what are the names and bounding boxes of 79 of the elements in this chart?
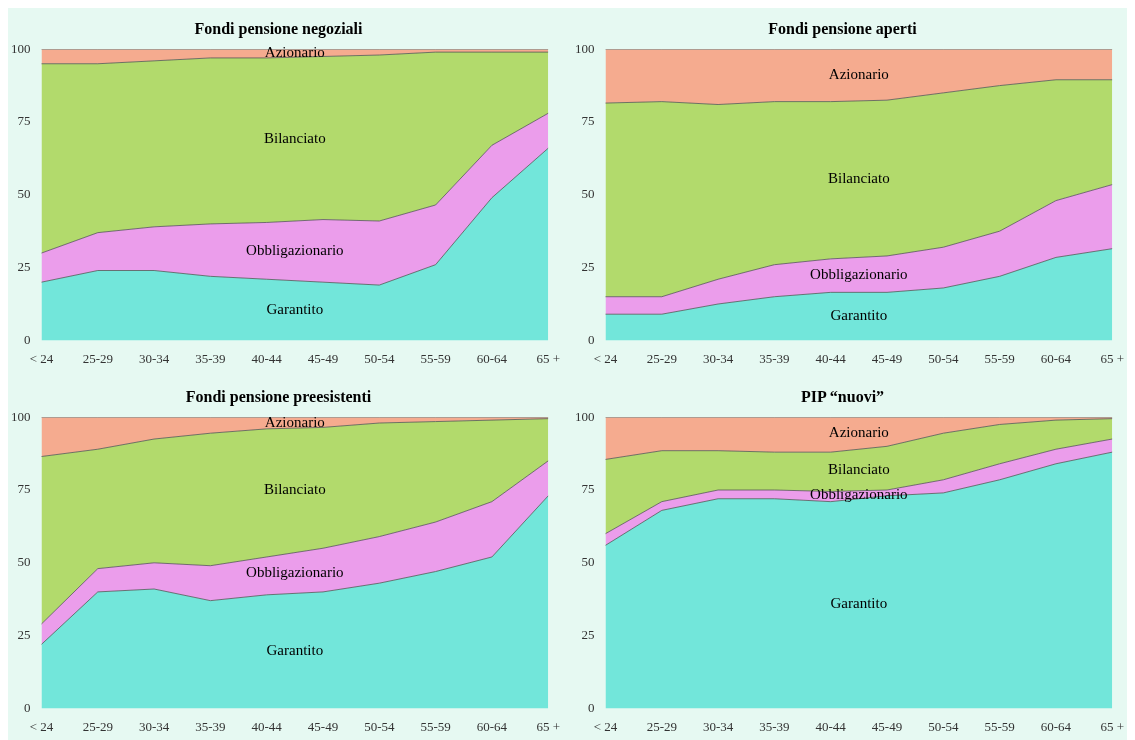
x-tick-label: 45-49 — [871, 350, 903, 366]
x-tick-label: 30-34 — [138, 350, 170, 366]
x-tick-label: 35-39 — [195, 718, 226, 734]
series-label: Garantito — [830, 307, 888, 324]
series-label: Garantito — [266, 301, 324, 318]
x-tick-label: 50-54 — [364, 350, 395, 366]
x-tick-label: 55-59 — [984, 718, 1015, 734]
series-label: Bilanciato — [828, 170, 890, 187]
x-tick-label: 50-54 — [928, 718, 959, 734]
series-label: Azionario — [264, 44, 325, 61]
y-tick-label: 0 — [24, 331, 31, 347]
y-tick-label: 0 — [24, 699, 31, 715]
x-tick-label: 30-34 — [702, 350, 734, 366]
series-label: Obbligazionario — [246, 241, 344, 258]
x-tick-label: 55-59 — [420, 718, 451, 734]
x-tick-label: 25-29 — [82, 718, 113, 734]
chart-title: PIP “nuovi” — [800, 387, 885, 405]
chart-title: Fondi pensione negoziali — [194, 19, 364, 38]
y-tick-label: 25 — [581, 259, 595, 275]
x-tick-label: 40-44 — [251, 718, 283, 734]
x-tick-label: 40-44 — [815, 350, 847, 366]
x-tick-label: 45-49 — [307, 718, 339, 734]
x-tick-label: 60-64 — [476, 350, 508, 366]
y-tick-label: 100 — [11, 40, 31, 56]
chart-title: Fondi pensione preesistenti — [185, 387, 372, 406]
x-tick-label: 25-29 — [646, 350, 677, 366]
x-tick-label: 65 + — [536, 718, 561, 734]
x-tick-label: 65 + — [536, 350, 561, 366]
x-tick-label: 50-54 — [928, 350, 959, 366]
series-label: Bilanciato — [264, 481, 326, 498]
y-tick-label: 0 — [588, 699, 595, 715]
series-label: Bilanciato — [828, 460, 890, 477]
x-tick-label: 65 + — [1100, 718, 1125, 734]
series-label: Obbligazionario — [810, 265, 908, 282]
y-tick-label: 100 — [575, 40, 595, 56]
series-label: Garantito — [830, 594, 888, 611]
x-tick-label: < 24 — [29, 350, 54, 366]
series-label: Obbligazionario — [246, 563, 344, 580]
x-tick-label: 35-39 — [195, 350, 226, 366]
y-tick-label: 25 — [17, 259, 31, 275]
y-tick-label: 50 — [17, 554, 31, 570]
chart-title: Fondi pensione aperti — [768, 19, 918, 38]
y-tick-label: 50 — [17, 186, 31, 202]
x-tick-label: 60-64 — [1040, 350, 1072, 366]
x-tick-label: 25-29 — [82, 350, 113, 366]
y-tick-label: 100 — [11, 408, 31, 424]
y-tick-label: 75 — [581, 481, 595, 497]
y-tick-label: 25 — [17, 627, 31, 643]
x-tick-label: 40-44 — [251, 350, 283, 366]
x-tick-label: < 24 — [593, 350, 618, 366]
x-tick-label: 50-54 — [364, 718, 395, 734]
y-tick-label: 75 — [17, 113, 31, 129]
x-tick-label: < 24 — [29, 718, 54, 734]
series-label: Garantito — [266, 641, 324, 658]
x-tick-label: 40-44 — [815, 718, 847, 734]
x-tick-label: 55-59 — [420, 350, 451, 366]
x-tick-label: 45-49 — [307, 350, 339, 366]
series-label: Bilanciato — [264, 130, 326, 147]
x-tick-label: 35-39 — [759, 718, 790, 734]
x-tick-label: 25-29 — [646, 718, 677, 734]
x-tick-label: 55-59 — [984, 350, 1015, 366]
x-tick-label: 30-34 — [138, 718, 170, 734]
series-label: Azionario — [828, 424, 889, 441]
y-tick-label: 75 — [581, 113, 595, 129]
y-tick-label: 0 — [588, 331, 595, 347]
y-tick-label: 50 — [581, 186, 595, 202]
x-tick-label: < 24 — [593, 718, 618, 734]
x-tick-label: 35-39 — [759, 350, 790, 366]
x-tick-label: 65 + — [1100, 350, 1125, 366]
x-tick-label: 30-34 — [702, 718, 734, 734]
y-tick-label: 75 — [17, 481, 31, 497]
series-label: Obbligazionario — [810, 485, 908, 502]
y-tick-label: 100 — [575, 408, 595, 424]
x-tick-label: 45-49 — [871, 718, 903, 734]
x-tick-label: 60-64 — [1040, 718, 1072, 734]
series-label: Azionario — [264, 413, 325, 430]
y-tick-label: 50 — [581, 554, 595, 570]
x-tick-label: 60-64 — [476, 718, 508, 734]
y-tick-label: 25 — [581, 627, 595, 643]
